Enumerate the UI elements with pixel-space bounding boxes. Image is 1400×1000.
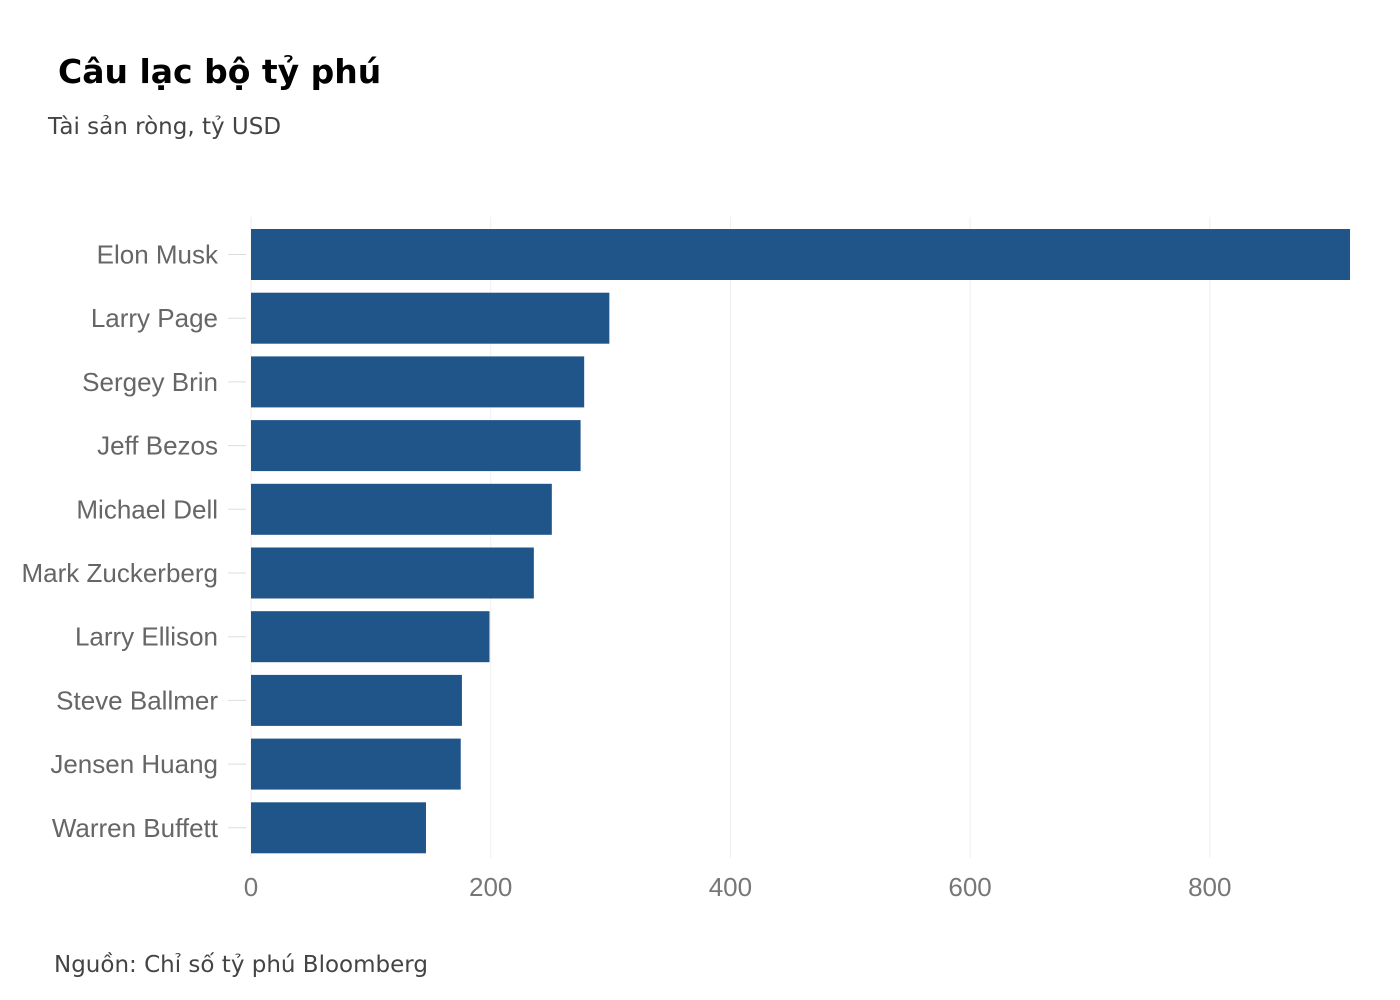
bar (251, 547, 534, 599)
category-label: Elon Musk (97, 240, 219, 270)
bar (251, 356, 585, 408)
bar (251, 738, 461, 790)
x-tick-label: 0 (244, 872, 258, 902)
bar (251, 611, 490, 663)
category-label: Warren Buffett (52, 813, 219, 843)
x-tick-label: 400 (709, 872, 752, 902)
bar (251, 674, 462, 726)
x-axis-ticks: 0 200 400 600 800 (244, 872, 1232, 902)
bar (251, 483, 552, 535)
category-label: Jensen Huang (50, 749, 218, 779)
bars (251, 229, 1351, 854)
category-label: Mark Zuckerberg (22, 558, 219, 588)
x-tick-label: 800 (1188, 872, 1231, 902)
bar (251, 420, 581, 472)
chart-title: Câu lạc bộ tỷ phú (58, 52, 382, 91)
category-label: Michael Dell (76, 494, 218, 524)
category-label: Larry Ellison (75, 622, 218, 652)
x-tick-label: 200 (469, 872, 512, 902)
category-label: Sergey Brin (82, 367, 218, 397)
category-labels: Elon Musk Larry Page Sergey Brin Jeff Bezos… (22, 240, 219, 843)
bar (251, 802, 426, 854)
bar (251, 229, 1351, 280)
x-tick-label: 600 (948, 872, 991, 902)
category-label: Larry Page (91, 303, 218, 333)
category-label: Jeff Bezos (97, 431, 218, 461)
source-note: Nguồn: Chỉ số tỷ phú Bloomberg (54, 952, 428, 978)
category-label: Steve Ballmer (56, 685, 218, 715)
bar (251, 292, 610, 344)
chart-subtitle: Tài sản ròng, tỷ USD (48, 114, 282, 140)
